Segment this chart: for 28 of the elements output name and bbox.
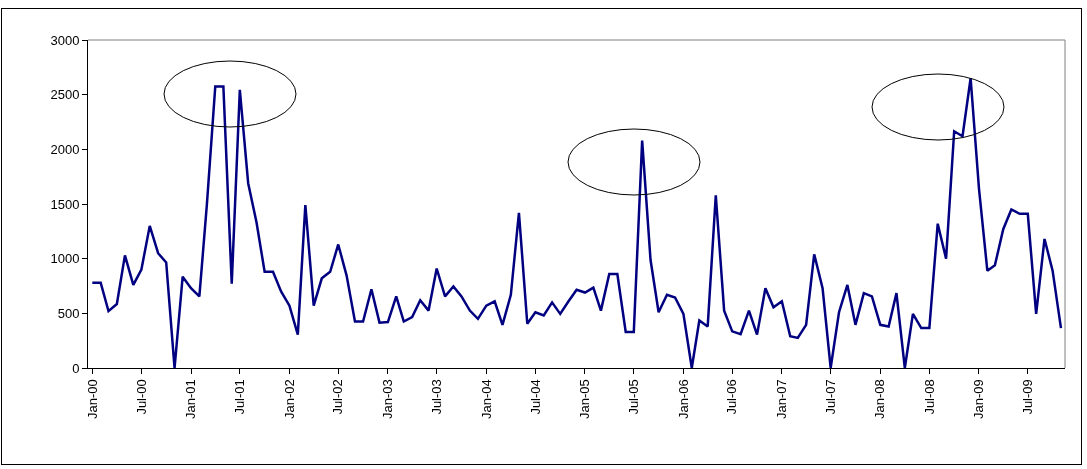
y-tick-label: 3000 (50, 32, 80, 48)
x-tick-label: Jan-08 (872, 379, 888, 419)
x-tick-label: Jul-06 (724, 379, 740, 415)
x-tick-label: Jul-02 (330, 379, 346, 415)
x-tick-label: Jul-07 (822, 379, 838, 415)
x-tick-label: Jul-09 (1020, 379, 1036, 415)
x-tick-label: Jul-00 (133, 379, 149, 415)
x-tick-label: Jan-00 (84, 379, 100, 419)
y-tick-label: 0 (72, 360, 80, 376)
y-tick-label: 1000 (50, 251, 80, 267)
x-tick-label: Jan-03 (380, 379, 396, 419)
x-tick-label: Jan-09 (971, 379, 987, 419)
x-tick-label: Jan-07 (774, 379, 790, 419)
x-tick-label: Jan-01 (183, 379, 199, 419)
x-tick-label: Jul-01 (232, 379, 248, 415)
x-tick-label: Jul-08 (921, 379, 937, 415)
y-tick-label: 2000 (50, 141, 80, 157)
y-tick-label: 2500 (50, 87, 80, 103)
x-tick-label: Jan-05 (577, 379, 593, 419)
x-tick-label: Jul-05 (626, 379, 642, 415)
y-tick-label: 500 (57, 305, 80, 321)
line-series (91, 77, 1063, 368)
x-tick-label: Jan-04 (478, 379, 494, 419)
x-tick-label: Jan-02 (281, 379, 297, 419)
x-tick-label: Jul-04 (527, 379, 543, 415)
x-tick-label: Jan-06 (675, 379, 691, 419)
y-tick-label: 1500 (50, 196, 80, 212)
x-tick-label: Jul-03 (428, 379, 444, 415)
